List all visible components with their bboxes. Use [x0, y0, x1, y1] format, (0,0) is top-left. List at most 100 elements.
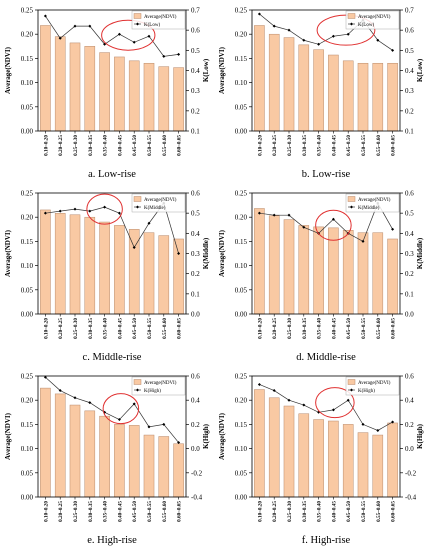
y2-tick-label: 0.5 [405, 47, 414, 55]
y-tick-label: 0.10 [21, 262, 34, 270]
x-tick-label: 0.45~0.50 [346, 501, 352, 522]
y-tick-label: 0.10 [235, 445, 248, 453]
plot-frame [251, 375, 401, 498]
highlight-ellipse-e [102, 393, 140, 425]
k-point-e-1 [58, 389, 62, 393]
k-point-a-8 [162, 54, 166, 58]
k-point-e-2 [73, 396, 77, 400]
k-point-f-5 [331, 408, 335, 412]
x-tick-label: 0.20~0.25 [272, 135, 278, 156]
legend-swatch-bar [133, 379, 142, 385]
bar-b-4 [313, 49, 324, 132]
y2-tick-label: 0.6 [405, 190, 414, 198]
bar-a-8 [158, 66, 170, 132]
bar-e-9 [173, 443, 184, 498]
chart-svg-e: 0.00 0.05 0.10 0.15 0.20 0.25 -0.4 -0.2 0.0 0.2 0.… [4, 373, 210, 547]
x-tick-label: 0.60~0.65 [177, 501, 183, 522]
y-tick-label: 0.25 [235, 7, 248, 15]
k-line-c [45, 202, 179, 254]
bar-c-2 [69, 214, 81, 315]
k-point-f-0 [257, 382, 261, 386]
k-point-e-3 [88, 401, 92, 405]
chart-panel-a: 0.00 0.05 0.10 0.15 0.20 0.25 0.1 0.2 0.3 0.4 0.5 0… [0, 0, 214, 183]
y-tick-label: 0.05 [235, 286, 248, 294]
y-tick-label: 0.15 [235, 421, 248, 429]
y-axis-label: Average(NDVI) [218, 412, 226, 460]
k-point-c-9 [177, 252, 181, 255]
k-point-c-2 [73, 207, 77, 211]
y2-tick-label: 0.3 [405, 250, 414, 258]
x-tick-label: 0.50~0.55 [147, 318, 153, 339]
y2-tick-label: 0.0 [405, 445, 414, 453]
y-tick-label: 0.00 [235, 494, 248, 502]
y2-tick-label: 0.4 [405, 67, 414, 75]
bar-f-3 [298, 413, 310, 498]
x-tick-label: 0.30~0.35 [88, 501, 94, 522]
y2-tick-label: 0.6 [191, 190, 200, 198]
k-point-e-9 [177, 441, 181, 445]
y-tick-label: 0.05 [21, 103, 34, 111]
x-tick-label: 0.60~0.65 [177, 135, 183, 156]
legend-label: K(Middle) [358, 206, 380, 211]
bar-a-9 [173, 67, 184, 132]
y2-tick-label: 0.2 [191, 107, 200, 115]
k-point-b-1 [272, 24, 276, 28]
y-tick-label: 0.20 [235, 31, 248, 39]
legend-swatch-bar [347, 13, 356, 19]
y2-tick-label: 0.1 [405, 290, 414, 298]
y-tick-label: 0.25 [21, 373, 34, 381]
y-tick-label: 0.15 [235, 238, 248, 246]
legend-label: K(Middle) [144, 206, 166, 211]
bar-f-5 [328, 420, 339, 498]
bar-c-9 [173, 238, 184, 315]
chart-caption: b. Low-rise [302, 169, 351, 180]
y2-axis-label: K(Low) [416, 58, 424, 82]
y-tick-label: 0.20 [235, 214, 248, 222]
y2-tick-label: 0.0 [405, 311, 414, 319]
x-tick-label: 0.25~0.30 [287, 501, 293, 522]
x-tick-label: 0.10~0.20 [257, 318, 263, 339]
x-tick-label: 0.55~0.60 [376, 135, 382, 156]
k-point-f-6 [346, 398, 350, 402]
x-tick-label: 0.20~0.25 [58, 135, 64, 156]
k-point-d-1 [272, 213, 276, 217]
y2-tick-label: 0.4 [405, 397, 414, 405]
x-tick-label: 0.45~0.50 [132, 318, 138, 339]
y2-axis-label: K(High) [202, 423, 210, 449]
x-tick-label: 0.35~0.40 [317, 318, 323, 339]
bar-e-3 [84, 410, 96, 498]
y2-tick-label: 0.4 [405, 230, 414, 238]
x-tick-label: 0.35~0.40 [103, 135, 109, 156]
bar-b-9 [387, 62, 398, 132]
x-tick-label: 0.10~0.20 [43, 135, 49, 156]
bar-c-3 [84, 216, 96, 315]
y-tick-label: 0.00 [235, 311, 248, 319]
bar-d-0 [254, 208, 265, 315]
legend-box [345, 10, 400, 30]
legend-label: K(Low) [358, 23, 374, 28]
y2-tick-label: 0.4 [191, 230, 200, 238]
bar-f-7 [357, 432, 369, 498]
k-point-c-5 [117, 211, 121, 215]
k-point-a-9 [177, 52, 181, 56]
y2-tick-label: 0.7 [405, 7, 414, 15]
k-point-b-6 [346, 32, 350, 36]
legend-box [345, 193, 400, 213]
y2-tick-label: 0.6 [405, 373, 414, 381]
bar-b-2 [283, 37, 295, 132]
y2-tick-label: 0.5 [191, 47, 200, 55]
y-tick-label: 0.10 [21, 445, 34, 453]
k-point-f-3 [302, 403, 306, 407]
k-point-b-2 [287, 28, 291, 32]
k-point-b-5 [331, 34, 335, 38]
x-tick-label: 0.45~0.50 [346, 135, 352, 156]
x-tick-label: 0.40~0.45 [331, 318, 337, 339]
y-tick-label: 0.25 [235, 190, 248, 198]
bar-a-6 [128, 60, 140, 132]
legend-label: Average(NDVI) [144, 381, 177, 386]
k-line-a [45, 15, 179, 57]
chart-svg-d: 0.000.050.100.150.200.250.00.10.20.30.40… [218, 190, 424, 364]
chart-panel-b: 0.00 0.05 0.10 0.15 0.20 0.25 0.1 0.2 0.3 0.4 0.5 0… [214, 0, 428, 183]
bar-c-1 [54, 213, 66, 315]
x-tick-label: 0.55~0.60 [376, 318, 382, 339]
